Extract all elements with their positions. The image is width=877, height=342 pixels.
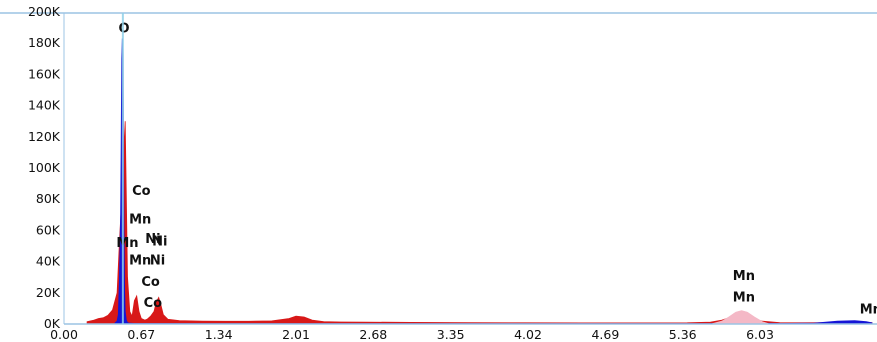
- y-tick-label: 140K: [28, 98, 61, 113]
- y-tick-label: 60K: [36, 222, 61, 237]
- peak-label: Mn: [129, 213, 151, 228]
- x-tick-label: 5.36: [669, 327, 697, 342]
- y-tick-label: 100K: [28, 160, 61, 175]
- peak-label: Co: [141, 275, 160, 290]
- y-tick-label: 80K: [36, 191, 61, 206]
- peak-label: Mn: [860, 302, 877, 317]
- peak-labels-group: OCoMnNiNiMnMnNiCoCoMnMnMn: [116, 22, 877, 318]
- peak-label: Mn: [733, 291, 755, 306]
- peak-label: Co: [132, 184, 151, 199]
- peak-label: Ni: [152, 235, 167, 250]
- peak-label: Mn: [116, 236, 138, 251]
- y-tick-label: 200K: [28, 4, 61, 19]
- x-tick-label: 6.03: [746, 327, 774, 342]
- peak-label: Ni: [145, 232, 160, 247]
- x-tick-label: 0.67: [127, 327, 155, 342]
- x-tick-label: 1.34: [205, 327, 233, 342]
- peak-label: O: [118, 22, 129, 37]
- x-tick-label: 4.02: [514, 327, 542, 342]
- tick-labels-group: 0K 20K 40K 60K 80K 100K 120K 140K 160K 180K 200K 0.…: [28, 4, 774, 342]
- x-tick-label: 2.01: [282, 327, 310, 342]
- x-tick-label: 2.68: [359, 327, 387, 342]
- x-tick-label: 3.35: [437, 327, 465, 342]
- axes-group: [0, 12, 877, 325]
- spectrum-series-1: [114, 38, 873, 325]
- y-tick-label: 20K: [36, 285, 61, 300]
- spectrum-series-2: [712, 310, 769, 325]
- y-tick-label: 180K: [28, 35, 61, 50]
- peak-label: Mn: [733, 269, 755, 284]
- x-tick-label: 0.00: [50, 327, 78, 342]
- y-tick-label: 120K: [28, 129, 61, 144]
- y-tick-label: 160K: [28, 66, 61, 81]
- y-tick-label: 40K: [36, 254, 61, 269]
- peak-label: Co: [144, 296, 163, 311]
- peak-label: Mn: [129, 253, 151, 268]
- peak-label: Ni: [150, 253, 165, 268]
- y-tick-label: 0K: [44, 316, 61, 331]
- x-tick-label: 4.69: [591, 327, 619, 342]
